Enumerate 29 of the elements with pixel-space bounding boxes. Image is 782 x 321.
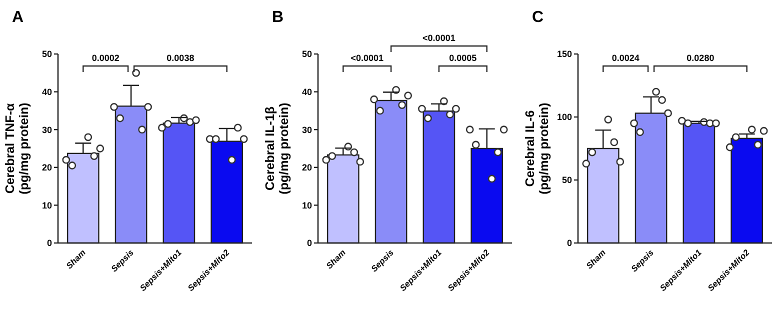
annotation: 0.0002: [92, 53, 120, 63]
annotation: 0.0280: [686, 53, 714, 63]
y-tick-label: 10: [302, 200, 312, 210]
y-axis-title: Cerebral IL-1β (pg/mg protein): [263, 102, 291, 194]
y-tick-label: 20: [42, 162, 52, 173]
annotation: 0.0024: [612, 53, 640, 63]
chart-title: B: [272, 9, 284, 26]
y-tick-label: 30: [42, 124, 52, 135]
y-tick-label: 30: [302, 124, 312, 135]
y-tick-label: 50: [42, 49, 52, 60]
chart-title: C: [532, 9, 544, 26]
y-tick-label: 0: [306, 238, 312, 248]
y-tick-label: 20: [302, 162, 312, 173]
text: <0.0001: [422, 33, 456, 43]
annotation: 0.0038: [166, 53, 194, 63]
annotation: <0.0001: [350, 53, 384, 63]
y-axis-title: Cerebral IL-6 (pg/mg protein): [523, 102, 551, 194]
y-tick-label: 40: [302, 86, 312, 97]
y-axis-title: Cerebral TNF-α (pg/mg protein): [3, 102, 31, 194]
y-tick-label: 150: [556, 49, 572, 60]
y-tick-label: 50: [562, 175, 572, 186]
y-tick-label: 50: [302, 49, 312, 60]
y-tick-label: 0: [46, 238, 52, 248]
chart-title: A: [12, 9, 24, 26]
y-tick-label: 100: [556, 112, 572, 122]
y-tick-label: 40: [42, 86, 52, 97]
y-tick-label: 10: [42, 200, 52, 210]
annotation: 0.0005: [449, 53, 477, 63]
y-tick-label: 0: [566, 238, 572, 248]
